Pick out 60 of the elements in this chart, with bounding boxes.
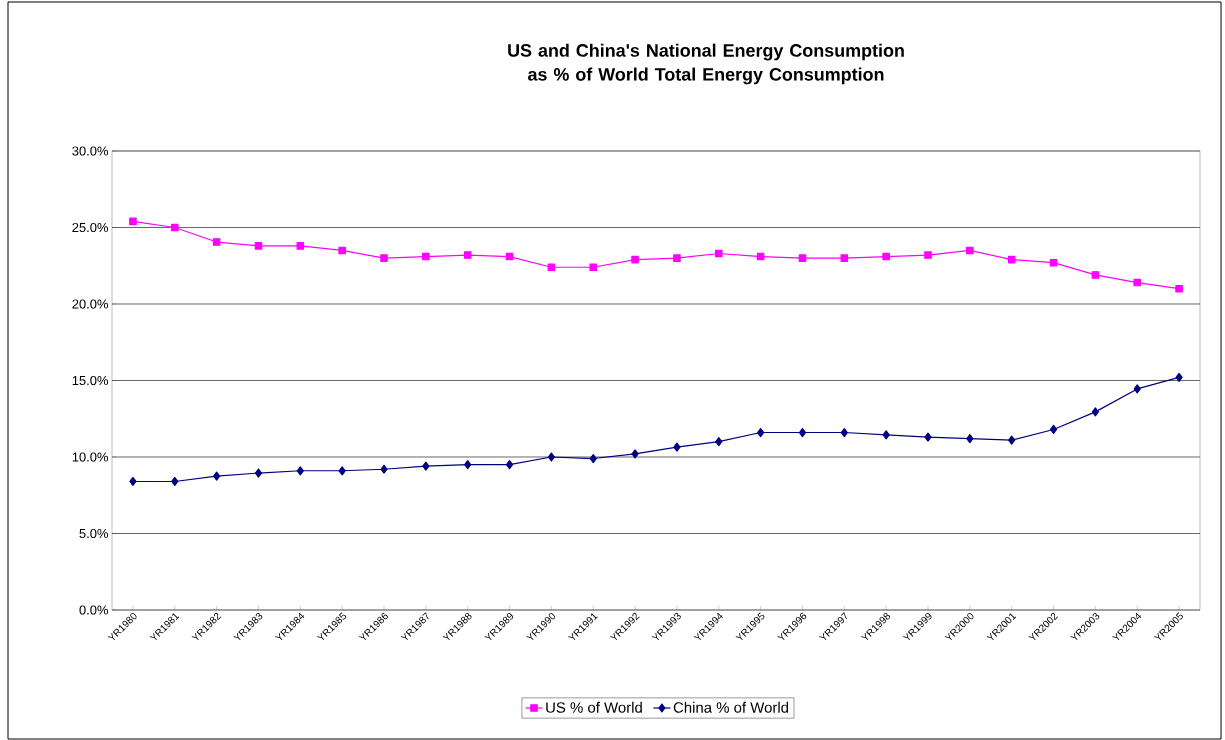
point: [212, 238, 221, 246]
point: [798, 427, 807, 438]
point: [464, 460, 472, 470]
point: [966, 246, 974, 255]
point: [840, 254, 849, 262]
y-tick-label: 25.0%: [72, 222, 109, 233]
point: [170, 223, 179, 232]
point: [840, 427, 848, 438]
point: [798, 254, 807, 262]
point: [547, 263, 556, 272]
point: [338, 466, 346, 476]
point: [254, 468, 263, 478]
point: [966, 434, 974, 444]
chart-title: US and China's National Energy Consumption as % of World Total Energy Consumption: [508, 43, 904, 85]
point: [296, 242, 305, 250]
point: [673, 254, 681, 262]
point: [589, 263, 598, 272]
point: [631, 255, 639, 264]
point: [882, 252, 890, 261]
point: [631, 449, 639, 459]
point: [380, 254, 388, 262]
point: [505, 460, 514, 470]
point: [589, 453, 597, 464]
point: [1091, 407, 1099, 417]
y-tick-label: 5.0%: [79, 528, 109, 539]
point: [1175, 372, 1183, 383]
y-tick-label: 20.0%: [72, 299, 109, 309]
y-tick-label: 15.0%: [72, 375, 109, 386]
point: [422, 461, 430, 471]
point: [296, 466, 304, 476]
point: [338, 246, 346, 255]
point: [129, 217, 137, 226]
point: [1008, 435, 1016, 445]
point: [924, 251, 932, 259]
point: [1133, 278, 1142, 287]
legend-label: US % of World: [546, 701, 642, 713]
point: [882, 430, 890, 440]
point: [129, 476, 137, 487]
legend-label: China % of World: [673, 701, 789, 713]
point: [1175, 284, 1183, 293]
point: [422, 252, 430, 261]
point: [757, 427, 765, 438]
point: [673, 442, 681, 452]
point: [714, 249, 723, 258]
y-tick-label: 0.0%: [79, 605, 109, 615]
point: [924, 432, 932, 442]
point: [1091, 271, 1100, 279]
point: [463, 251, 472, 259]
point: [715, 437, 723, 447]
point: [1007, 255, 1016, 264]
y-tick-label: 10.0%: [72, 452, 109, 462]
point: [213, 471, 221, 481]
point: [1049, 258, 1058, 267]
y-tick-label: 30.0%: [72, 146, 109, 156]
point: [254, 242, 263, 250]
point: [171, 476, 179, 487]
point: [1133, 384, 1141, 394]
point: [380, 464, 388, 474]
point: [547, 452, 555, 462]
point: [1049, 424, 1058, 435]
